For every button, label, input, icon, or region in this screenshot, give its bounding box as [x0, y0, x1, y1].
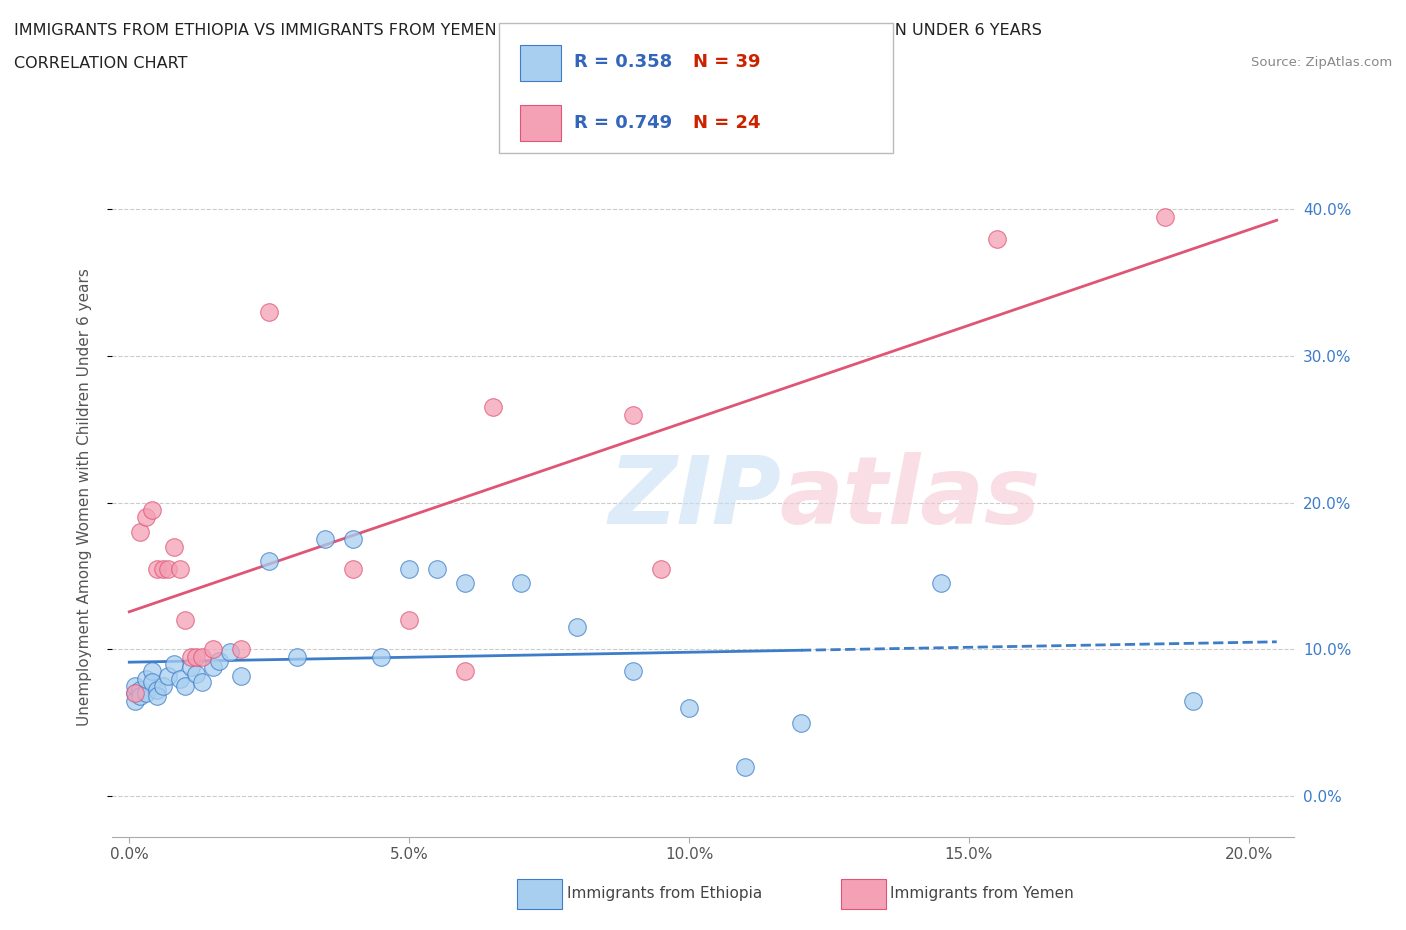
Point: [129, 689, 152, 704]
Point: [180, 649, 202, 664]
Point: [257, 305, 280, 320]
Point: [174, 679, 197, 694]
Point: [621, 407, 644, 422]
Text: Source: ZipAtlas.com: Source: ZipAtlas.com: [1251, 56, 1392, 69]
Point: [285, 649, 308, 664]
Text: IMMIGRANTS FROM ETHIOPIA VS IMMIGRANTS FROM YEMEN UNEMPLOYMENT AMONG WOMEN WITH : IMMIGRANTS FROM ETHIOPIA VS IMMIGRANTS F…: [14, 23, 1042, 38]
Point: [186, 649, 208, 664]
Point: [141, 664, 163, 679]
Point: [163, 657, 186, 671]
Point: [1153, 209, 1175, 224]
Point: [398, 561, 420, 576]
Point: [454, 664, 477, 679]
Point: [454, 576, 477, 591]
Point: [129, 525, 152, 539]
Point: [124, 685, 146, 700]
Text: atlas: atlas: [780, 452, 1040, 543]
Text: Immigrants from Yemen: Immigrants from Yemen: [890, 886, 1074, 901]
Point: [621, 664, 644, 679]
Point: [169, 561, 191, 576]
Point: [157, 561, 180, 576]
Point: [231, 642, 253, 657]
Point: [231, 669, 253, 684]
Point: [135, 685, 157, 700]
Point: [169, 671, 191, 686]
Point: [565, 620, 588, 635]
Point: [163, 539, 186, 554]
Point: [398, 613, 420, 628]
Point: [678, 700, 700, 715]
Point: [929, 576, 952, 591]
Point: [146, 689, 169, 704]
Point: [129, 683, 152, 698]
Point: [157, 669, 180, 684]
Text: CORRELATION CHART: CORRELATION CHART: [14, 56, 187, 71]
Point: [1181, 693, 1204, 708]
Point: [152, 679, 174, 694]
Point: [146, 561, 169, 576]
Text: Immigrants from Ethiopia: Immigrants from Ethiopia: [567, 886, 762, 901]
Point: [342, 532, 364, 547]
Text: N = 24: N = 24: [693, 113, 761, 132]
Y-axis label: Unemployment Among Women with Children Under 6 years: Unemployment Among Women with Children U…: [77, 269, 91, 726]
Point: [370, 649, 392, 664]
Point: [191, 674, 214, 689]
Point: [180, 659, 202, 674]
Point: [986, 232, 1008, 246]
Point: [141, 674, 163, 689]
Point: [314, 532, 336, 547]
Point: [342, 561, 364, 576]
Point: [257, 554, 280, 569]
Point: [135, 671, 157, 686]
Point: [202, 659, 225, 674]
Point: [135, 510, 157, 525]
Point: [152, 561, 174, 576]
Point: [790, 715, 813, 730]
Point: [426, 561, 449, 576]
Point: [219, 644, 242, 659]
Text: R = 0.358: R = 0.358: [574, 53, 672, 72]
Point: [124, 679, 146, 694]
Point: [510, 576, 533, 591]
Text: ZIP: ZIP: [609, 452, 782, 543]
Text: N = 39: N = 39: [693, 53, 761, 72]
Point: [146, 683, 169, 698]
Point: [734, 759, 756, 774]
Point: [482, 400, 505, 415]
Point: [124, 693, 146, 708]
Point: [202, 642, 225, 657]
Text: R = 0.749: R = 0.749: [574, 113, 672, 132]
Point: [208, 654, 231, 669]
Point: [186, 667, 208, 682]
Point: [650, 561, 672, 576]
Point: [141, 502, 163, 517]
Point: [124, 685, 146, 700]
Point: [174, 613, 197, 628]
Point: [191, 649, 214, 664]
